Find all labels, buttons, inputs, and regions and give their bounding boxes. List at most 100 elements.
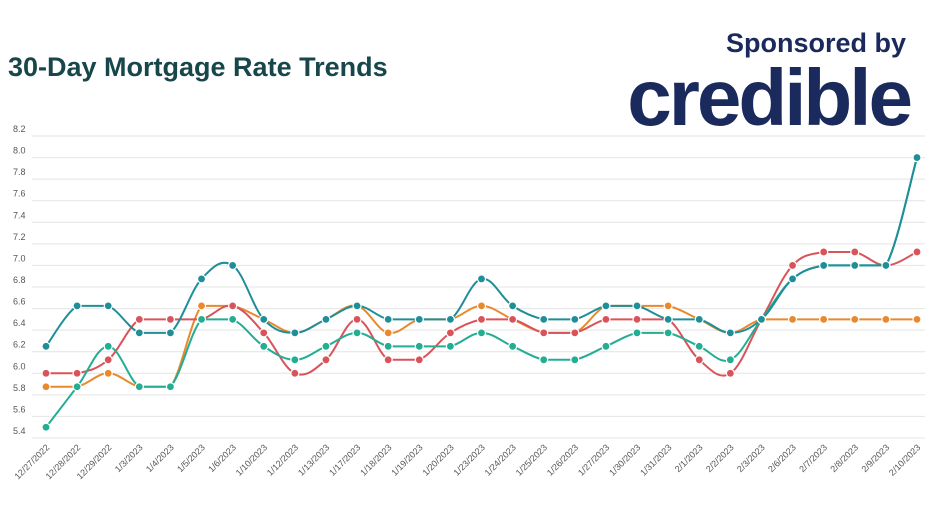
x-tick-label: 1/13/2023 — [296, 442, 331, 477]
y-tick-label: 7.2 — [13, 232, 26, 242]
data-point — [165, 328, 176, 338]
x-tick-label: 1/26/2023 — [545, 442, 580, 477]
data-point — [539, 314, 549, 324]
data-point — [787, 274, 798, 284]
data-point — [103, 355, 113, 365]
data-point — [445, 341, 455, 351]
data-point — [259, 341, 269, 351]
data-point — [850, 314, 860, 324]
series-line-2 — [45, 157, 918, 428]
data-point — [663, 301, 673, 311]
data-point — [321, 355, 331, 365]
x-tick-label: 2/2/2023 — [704, 442, 736, 474]
x-tick-label: 1/23/2023 — [452, 442, 487, 477]
data-point — [414, 355, 424, 365]
data-point — [850, 247, 860, 257]
data-point — [259, 314, 269, 324]
data-point — [725, 368, 735, 378]
data-point — [41, 382, 51, 392]
data-point — [476, 328, 487, 338]
data-point — [694, 314, 704, 324]
data-point — [228, 301, 238, 311]
data-point — [414, 314, 424, 324]
data-point — [787, 314, 798, 324]
data-point — [103, 341, 113, 351]
data-point — [632, 328, 642, 338]
data-point — [41, 341, 51, 351]
data-point — [570, 328, 580, 338]
x-tick-label: 2/6/2023 — [766, 442, 798, 474]
data-point — [445, 314, 455, 324]
data-point — [72, 382, 82, 392]
data-point — [196, 314, 207, 324]
data-point — [570, 314, 580, 324]
data-point — [290, 355, 300, 365]
data-point — [912, 152, 922, 163]
data-point — [352, 301, 362, 311]
x-tick-label: 2/3/2023 — [735, 442, 767, 474]
data-point — [383, 314, 393, 324]
data-point — [383, 328, 393, 338]
data-point — [290, 328, 300, 338]
data-point — [539, 355, 549, 365]
data-point — [228, 260, 238, 271]
data-point — [756, 314, 767, 324]
data-point — [290, 368, 300, 378]
data-point — [259, 328, 269, 338]
data-point — [103, 368, 113, 378]
data-point — [508, 314, 518, 324]
x-tick-label: 1/10/2023 — [234, 442, 269, 477]
data-point — [228, 314, 238, 324]
data-point — [476, 274, 487, 284]
data-point — [165, 314, 176, 324]
y-tick-label: 6.6 — [13, 297, 26, 307]
data-point — [725, 355, 735, 365]
data-point — [881, 314, 891, 324]
data-point — [134, 328, 144, 338]
x-tick-label: 2/7/2023 — [797, 442, 829, 474]
y-tick-label: 8.2 — [13, 124, 26, 134]
data-point — [850, 260, 860, 271]
x-tick-label: 1/24/2023 — [483, 442, 518, 477]
data-point — [570, 355, 580, 365]
x-tick-label: 1/25/2023 — [514, 442, 549, 477]
x-tick-label: 1/6/2023 — [206, 442, 238, 474]
data-point — [912, 247, 922, 257]
data-point — [383, 355, 393, 365]
data-point — [321, 341, 331, 351]
data-point — [72, 368, 82, 378]
x-tick-label: 1/18/2023 — [358, 442, 393, 477]
x-tick-label: 1/12/2023 — [265, 442, 300, 477]
data-point — [41, 368, 51, 378]
data-point — [725, 328, 735, 338]
data-point — [383, 341, 393, 351]
x-tick-label: 1/17/2023 — [327, 442, 362, 477]
data-point — [41, 422, 51, 432]
x-tick-label: 1/20/2023 — [420, 442, 455, 477]
y-tick-label: 5.4 — [13, 426, 26, 436]
credible-logo: credible — [627, 53, 913, 142]
data-point — [72, 301, 82, 311]
y-tick-label: 7.6 — [13, 189, 26, 199]
x-tick-label: 2/9/2023 — [859, 442, 891, 474]
y-tick-label: 7.0 — [13, 253, 26, 263]
data-point — [601, 341, 611, 351]
x-tick-label: 1/3/2023 — [113, 442, 145, 474]
data-point — [912, 314, 922, 324]
data-point — [196, 274, 207, 284]
y-tick-label: 6.0 — [13, 361, 26, 371]
x-tick-label: 1/5/2023 — [175, 442, 207, 474]
sponsored-label: Sponsored by — [725, 28, 906, 58]
data-point — [134, 382, 144, 392]
data-point — [663, 328, 673, 338]
data-point — [165, 382, 176, 392]
data-point — [103, 301, 113, 311]
chart-title: 30-Day Mortgage Rate Trends — [8, 52, 388, 82]
y-tick-label: 5.8 — [13, 383, 26, 393]
y-tick-label: 6.4 — [13, 318, 26, 328]
y-tick-label: 6.8 — [13, 275, 26, 285]
data-point — [819, 314, 829, 324]
data-point — [694, 341, 704, 351]
data-point — [663, 314, 673, 324]
